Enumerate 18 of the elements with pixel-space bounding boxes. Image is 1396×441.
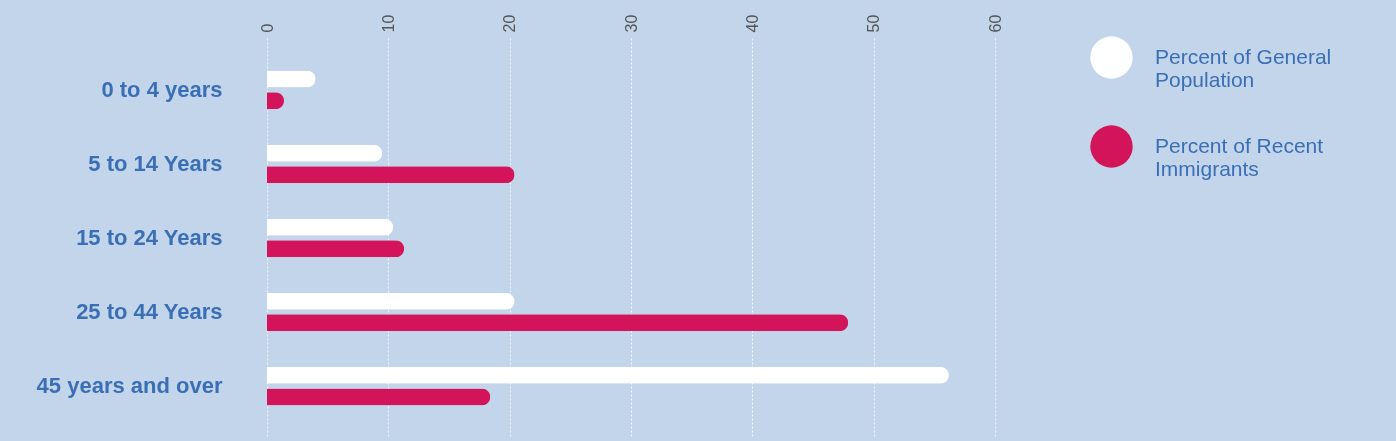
bar <box>267 314 849 332</box>
x-tick-label: 30 <box>622 14 640 33</box>
x-tick-label: 0 <box>258 23 276 33</box>
x-tick-label: 60 <box>986 14 1004 33</box>
x-tick-label: 50 <box>865 14 883 33</box>
bar <box>267 166 515 184</box>
legend-label: Percent of General Population <box>1155 44 1332 91</box>
bar <box>267 388 491 406</box>
x-tick-label: 40 <box>743 14 761 33</box>
y-tick-label: 5 to 14 Years <box>88 150 223 176</box>
bar <box>267 240 405 258</box>
x-tick-label: 10 <box>379 14 397 33</box>
y-tick-label: 45 years and over <box>36 373 223 399</box>
y-tick-label: 25 to 44 Years <box>76 299 223 325</box>
y-tick-label: 15 to 24 Years <box>76 225 223 250</box>
legend-label: Percent of Recent Immigrants <box>1155 133 1324 180</box>
y-tick-label: 0 to 4 years <box>101 76 223 102</box>
x-tick-label: 20 <box>501 14 519 33</box>
